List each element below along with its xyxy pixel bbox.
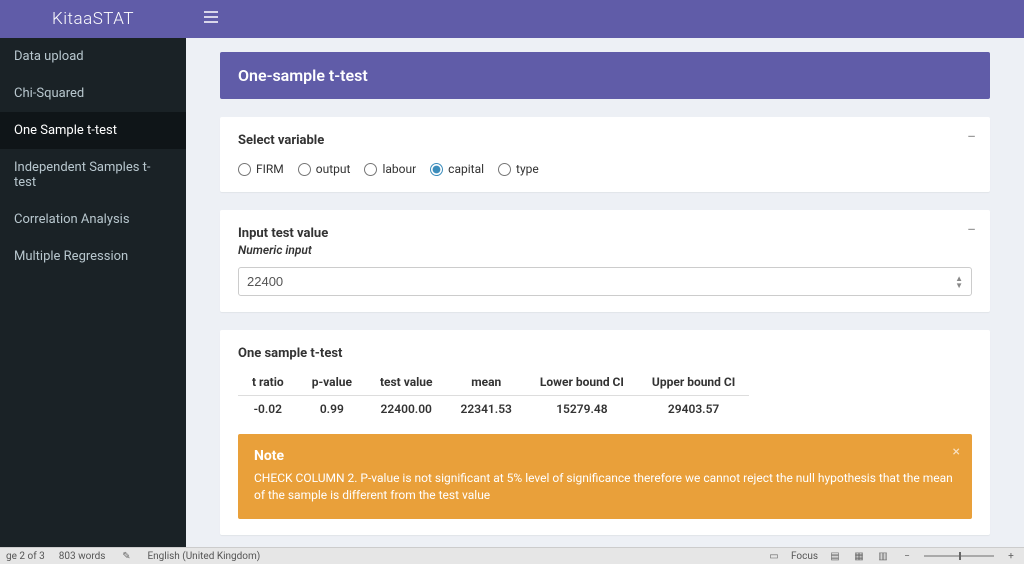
hamburger-icon[interactable] [186,11,236,27]
sb-lang: English (United Kingdom) [147,551,260,562]
view-web-icon[interactable]: ▥ [876,550,890,562]
sidebar-item-one-sample-t-test[interactable]: One Sample t-test [0,112,186,149]
sidebar-item-chi-squared[interactable]: Chi-Squared [0,75,186,112]
test-value-title: Input test value [238,226,972,241]
radio-capital[interactable]: capital [430,162,484,176]
th-lower-ci: Lower bound CI [526,369,638,396]
results-title: One sample t-test [238,346,972,361]
view-print-icon[interactable]: ▦ [852,550,866,562]
variable-radios: FIRM output labour capital type [238,162,972,176]
sb-focus: Focus [791,551,818,562]
zoom-in-icon[interactable]: + [1004,550,1018,562]
view-read-icon[interactable]: ▤ [828,550,842,562]
page-title: One-sample t-test [220,52,990,99]
test-value-panel: − Input test value Numeric input ▲▼ [220,210,990,312]
topbar: KitaaSTAT [0,0,1024,38]
number-stepper[interactable]: ▲▼ [955,275,963,289]
th-upper-ci: Upper bound CI [638,369,749,396]
focus-icon[interactable]: ▭ [767,550,781,562]
table-row: -0.02 0.99 22400.00 22341.53 15279.48 29… [238,396,749,423]
collapse-icon[interactable]: − [967,222,976,238]
radio-output[interactable]: output [298,162,351,176]
select-variable-panel: − Select variable FIRM output labour cap… [220,117,990,192]
close-icon[interactable]: × [953,444,960,460]
th-pvalue: p-value [298,369,366,396]
sb-words: 803 words [59,551,106,562]
radio-labour[interactable]: labour [364,162,416,176]
main-content: One-sample t-test − Select variable FIRM… [186,38,1024,547]
test-value-subtitle: Numeric input [238,243,972,257]
results-panel: One sample t-test t ratio p-value test v… [220,330,990,535]
radio-firm[interactable]: FIRM [238,162,284,176]
th-tratio: t ratio [238,369,298,396]
spellcheck-icon[interactable]: ✎ [119,550,133,562]
sidebar-item-data-upload[interactable]: Data upload [0,38,186,75]
note-alert: × Note CHECK COLUMN 2. P-value is not si… [238,434,972,519]
sidebar-item-independent-samples-t-test[interactable]: Independent Samples t-test [0,149,186,201]
sidebar-item-correlation-analysis[interactable]: Correlation Analysis [0,201,186,238]
sidebar-item-multiple-regression[interactable]: Multiple Regression [0,238,186,275]
test-value-input-wrap[interactable]: ▲▼ [238,267,972,296]
note-title: Note [254,448,956,464]
test-value-input[interactable] [247,274,955,289]
results-table: t ratio p-value test value mean Lower bo… [238,369,749,422]
zoom-slider[interactable] [924,555,994,557]
th-mean: mean [447,369,526,396]
note-body: CHECK COLUMN 2. P-value is not significa… [254,470,956,505]
sb-page: ge 2 of 3 [6,551,45,562]
select-variable-title: Select variable [238,133,972,148]
zoom-out-icon[interactable]: − [900,550,914,562]
collapse-icon[interactable]: − [967,129,976,145]
table-header-row: t ratio p-value test value mean Lower bo… [238,369,749,396]
radio-type[interactable]: type [498,162,539,176]
statusbar: ge 2 of 3 803 words ✎ English (United Ki… [0,547,1024,564]
th-testvalue: test value [366,369,447,396]
app-logo: KitaaSTAT [0,9,186,29]
sidebar: Data upload Chi-Squared One Sample t-tes… [0,38,186,547]
